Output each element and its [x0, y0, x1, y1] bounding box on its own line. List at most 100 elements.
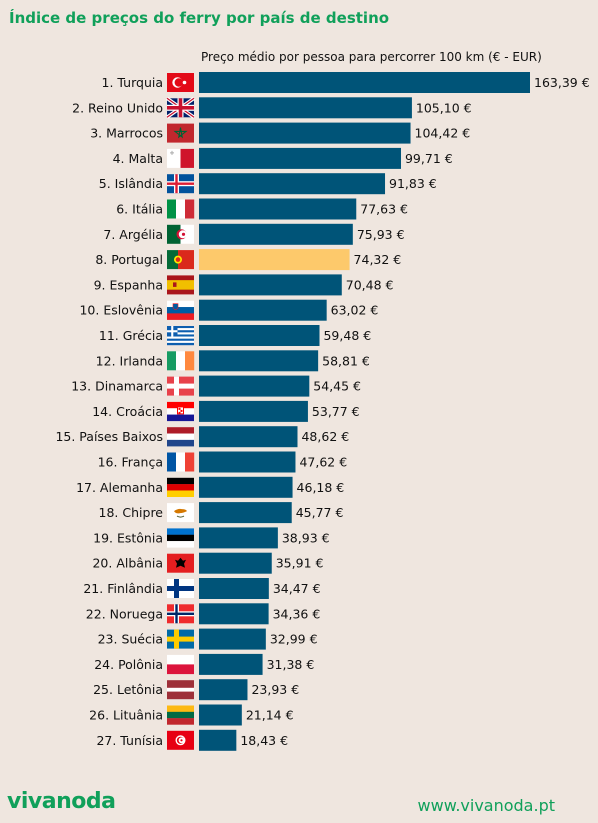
- bar: [199, 527, 278, 549]
- bar-row: 9. Espanha 70,48 €: [94, 274, 394, 296]
- bar-row: 26. Lituânia 21,14 €: [89, 704, 294, 726]
- category-label: 21. Finlândia: [83, 581, 163, 596]
- bar-row: 4. Malta 99,71 €: [113, 147, 453, 169]
- value-label: 53,77 €: [312, 404, 360, 419]
- category-label: 23. Suécia: [98, 632, 163, 647]
- bar-row: 6. Itália 77,63 €: [116, 198, 408, 220]
- flag-slovenia-icon: [167, 300, 194, 320]
- bar-row: 10. Eslovênia 63,02 €: [79, 299, 379, 321]
- value-label: 31,38 €: [267, 657, 315, 672]
- brand-url[interactable]: www.vivanoda.pt: [417, 796, 555, 815]
- bar: [199, 97, 412, 119]
- bar-row: 12. Irlanda 58,81 €: [96, 350, 370, 372]
- category-label: 27. Tunísia: [96, 733, 163, 748]
- bar: [199, 122, 411, 144]
- category-label: 16. França: [98, 455, 163, 470]
- bar-row: 1. Turquia 163,39 €: [102, 72, 590, 93]
- value-label: 21,14 €: [246, 708, 294, 723]
- bar-row: 18. Chipre 45,77 €: [99, 502, 344, 524]
- category-label: 11. Grécia: [99, 328, 163, 343]
- bar-row: 19. Estônia 38,93 €: [93, 527, 330, 549]
- category-label: 18. Chipre: [99, 505, 164, 520]
- value-label: 38,93 €: [282, 530, 330, 545]
- category-label: 4. Malta: [113, 151, 163, 166]
- category-label: 2. Reino Unido: [72, 100, 163, 115]
- category-label: 8. Portugal: [95, 252, 163, 267]
- bar: [199, 375, 310, 397]
- bar-row: 21. Finlândia 34,47 €: [83, 578, 321, 599]
- flag-estonia-icon: [167, 528, 194, 548]
- bar: [199, 502, 292, 524]
- value-label: 23,93 €: [251, 682, 299, 697]
- bar-row: 2. Reino Unido 105,10 €: [72, 96, 472, 119]
- value-label: 58,81 €: [322, 353, 370, 368]
- value-label: 59,48 €: [323, 328, 371, 343]
- value-label: 91,83 €: [389, 176, 437, 191]
- bar-row: 3. Marrocos 104,42 €: [90, 122, 471, 144]
- bar: [199, 325, 320, 346]
- category-label: 10. Eslovênia: [79, 303, 163, 318]
- value-label: 105,10 €: [416, 100, 472, 115]
- bar: [199, 653, 263, 675]
- bar-chart: 1. Turquia 163,39 € 2. Reino Unido 105,10 €…: [55, 72, 590, 751]
- bar: [199, 198, 357, 220]
- value-label: 35,91 €: [276, 556, 324, 571]
- bar: [199, 578, 269, 599]
- bar: [199, 400, 308, 422]
- bar-row: 22. Noruega 34,36 €: [86, 603, 320, 625]
- value-label: 47,62 €: [299, 455, 347, 470]
- category-label: 19. Estônia: [93, 530, 163, 545]
- chart-title: Índice de preços do ferry por país de de…: [9, 9, 390, 27]
- bar-row: 20. Albânia 35,91 €: [92, 552, 324, 574]
- flag-united-kingdom-icon: [165, 96, 196, 119]
- bar: [199, 679, 248, 701]
- bar-row: 15. Países Baixos 48,62 €: [55, 426, 349, 448]
- value-label: 34,47 €: [273, 581, 321, 596]
- chart-subtitle: Preço médio por pessoa para percorrer 10…: [201, 50, 542, 64]
- flag-latvia-icon: [167, 680, 194, 700]
- flag-lithuania-icon: [167, 705, 194, 725]
- bar-row: 8. Portugal 74,32 €: [95, 249, 402, 271]
- value-label: 45,77 €: [296, 505, 344, 520]
- category-label: 1. Turquia: [102, 75, 163, 90]
- flag-cyprus-icon: [167, 503, 194, 523]
- brand-logo: vivanoda: [7, 789, 116, 814]
- bar: [199, 603, 269, 625]
- value-label: 74,32 €: [354, 252, 402, 267]
- value-label: 104,42 €: [415, 126, 471, 141]
- bar-row: 25. Letônia 23,93 €: [93, 679, 299, 701]
- value-label: 99,71 €: [405, 151, 453, 166]
- bar-highlight: [199, 249, 350, 271]
- bar-row: 27. Tunísia 18,43 €: [96, 729, 288, 751]
- value-label: 63,02 €: [331, 303, 379, 318]
- flag-tunisia-icon: [167, 730, 194, 750]
- value-label: 48,62 €: [301, 429, 349, 444]
- category-label: 5. Islândia: [99, 176, 163, 191]
- flag-greece-icon: [167, 326, 194, 346]
- bar-row: 16. França 47,62 €: [98, 451, 347, 473]
- flag-portugal-icon: [167, 250, 194, 270]
- category-label: 9. Espanha: [94, 277, 163, 292]
- bar: [199, 704, 242, 726]
- bar-row: 13. Dinamarca 54,45 €: [71, 375, 361, 397]
- flag-croatia-icon: [167, 401, 194, 422]
- flag-spain-icon: [167, 275, 194, 295]
- category-label: 12. Irlanda: [96, 353, 163, 368]
- flag-ireland-icon: [167, 351, 195, 371]
- flag-italy-icon: [167, 199, 195, 219]
- category-label: 22. Noruega: [86, 606, 163, 621]
- flag-algeria-icon: [167, 224, 194, 244]
- bar: [199, 451, 296, 473]
- bar-row: 11. Grécia 59,48 €: [99, 325, 371, 346]
- flag-norway-icon: [167, 604, 194, 624]
- flag-poland-icon: [167, 654, 194, 675]
- flag-morocco-icon: [167, 123, 194, 143]
- bar: [199, 223, 353, 245]
- bar: [199, 147, 401, 169]
- value-label: 77,63 €: [360, 202, 408, 217]
- category-label: 13. Dinamarca: [71, 379, 163, 394]
- bar: [199, 628, 266, 650]
- flag-albania-icon: [167, 553, 194, 573]
- value-label: 18,43 €: [240, 733, 288, 748]
- bar: [199, 72, 530, 93]
